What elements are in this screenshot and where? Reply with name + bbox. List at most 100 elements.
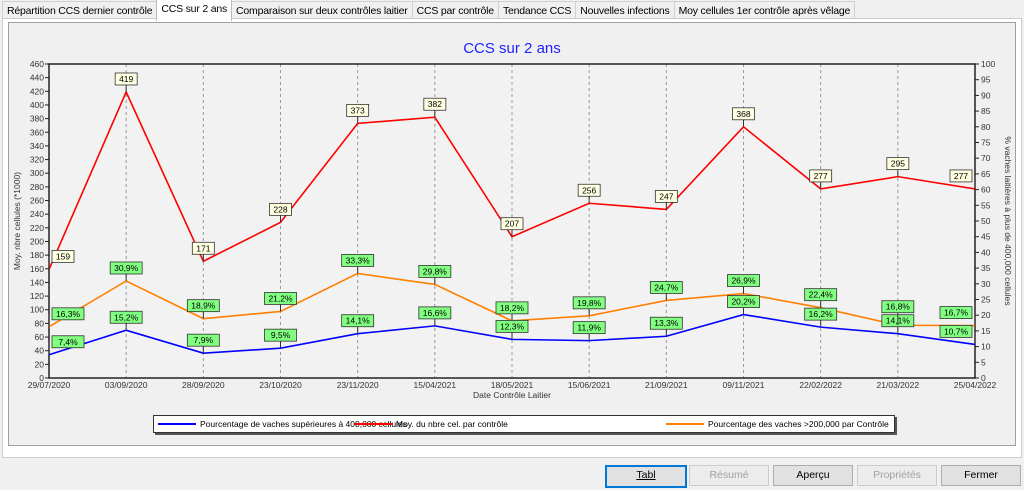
legend-label: Pourcentage des vaches >200,000 par Cont… [708,419,889,429]
data-label-box [186,299,220,313]
legend-label: Moy. du nbre cel. par contrôle [396,419,508,429]
data-label: 18,2% [500,303,525,313]
data-label: 18,9% [191,301,216,311]
y2-tick-label: 35 [981,263,991,273]
legend-item-red: Moy. du nbre cel. par contrôle [354,419,508,429]
tabl-button[interactable]: Tabl [605,465,687,488]
y2-tick-label: 100 [981,59,995,69]
data-label: 21,2% [268,293,293,303]
data-label-box [418,265,452,278]
y2-tick-label: 25 [981,295,991,305]
data-label: 20,2% [731,297,756,307]
data-label: 419 [119,74,133,84]
data-label: 11,9% [577,323,601,333]
tab-6[interactable]: Moy cellules 1er contrôle après vêlage [673,1,856,20]
y2-tick-label: 50 [981,216,991,226]
y-tick-label: 200 [30,236,44,246]
y2-tick-label: 85 [981,106,991,116]
y-tick-label: 100 [30,305,44,315]
y2-tick-label: 90 [981,90,991,100]
y-tick-label: 420 [30,86,44,96]
data-label: 16,6% [423,308,448,318]
y2-tick-label: 60 [981,185,991,195]
y-tick-label: 380 [30,114,44,124]
data-label: 171 [196,243,210,253]
x-tick-label: 15/04/2021 [414,380,457,390]
x-tick-label: 21/09/2021 [645,380,688,390]
data-label-box [186,333,220,347]
data-label: 14,1% [346,316,371,326]
y2-tick-label: 55 [981,200,991,210]
data-label-box [649,281,683,294]
data-label-box [346,103,370,117]
data-label-box [649,316,683,330]
y2-tick-label: 10 [981,342,991,352]
data-label: 22,4% [809,290,834,300]
y-tick-label: 300 [30,168,44,178]
legend-swatch [158,423,196,425]
data-label: 9,5% [271,330,291,340]
data-label-box [114,72,138,86]
data-label: 15,2% [114,312,139,322]
x-tick-label: 03/09/2020 [105,380,148,390]
data-label: 277 [814,171,828,181]
data-label: 373 [351,105,365,115]
x-tick-label: 09/11/2021 [723,380,765,390]
data-label: 247 [659,191,673,201]
tab-3[interactable]: CCS par contrôle [411,1,499,20]
fermer-button[interactable]: Fermer [941,465,1021,486]
data-label: 159 [56,251,70,261]
data-label-box [572,321,606,335]
data-label-box [341,254,375,267]
y-tick-label: 180 [30,250,44,260]
data-label: 295 [891,159,905,169]
x-tick-label: 18/05/2021 [491,380,534,390]
resume-button[interactable]: Résumé [689,465,769,486]
legend-item-orange: Pourcentage des vaches >200,000 par Cont… [666,419,889,429]
data-label-box [423,97,447,111]
tab-5[interactable]: Nouvelles infections [575,1,675,20]
y-tick-label: 140 [30,277,44,287]
data-label-box [732,107,755,121]
y2-tick-label: 80 [981,122,991,132]
y-tick-label: 20 [35,359,45,369]
y2-tick-label: 70 [981,153,991,163]
tab-0[interactable]: Répartition CCS dernier contrôle [2,1,158,20]
tabl-label: Tabl [636,469,656,481]
y-tick-label: 260 [30,196,44,206]
y-tick-label: 460 [30,59,44,69]
y2-tick-label: 65 [981,169,991,179]
data-label-box [949,169,973,183]
data-label-box [500,217,524,231]
tab-1[interactable]: CCS sur 2 ans [156,0,233,21]
y2-tick-label: 45 [981,232,991,242]
data-label-box [264,292,297,305]
y-tick-label: 60 [35,332,45,342]
data-label-box [572,296,606,310]
data-label: 33,3% [346,255,371,265]
y2-axis-label: % vaches laitières à plus de 400,000 cel… [1003,136,1013,305]
data-label: 7,9% [194,335,214,345]
y2-tick-label: 95 [981,75,991,85]
apercu-button[interactable]: Aperçu [773,465,853,486]
y-tick-label: 220 [30,223,44,233]
y2-tick-label: 0 [981,373,986,383]
data-label-box [495,301,529,315]
tab-2[interactable]: Comparaison sur deux contrôles laitier [231,1,413,20]
data-label-box [654,189,678,203]
y-tick-label: 120 [30,291,44,301]
data-label: 12,3% [500,321,525,331]
data-label: 207 [505,219,519,229]
tab-bar: Répartition CCS dernier contrôle CCS sur … [2,0,856,21]
data-label-box [341,314,375,328]
x-axis-label: Date Contrôle Laitier [473,390,551,400]
data-label-box [809,169,833,183]
data-label: 13,3% [654,318,679,328]
chart-legend: Pourcentage de vaches supérieures à 400,… [153,415,895,433]
proprietes-button[interactable]: Propriétés [857,465,937,486]
data-label-box [109,261,143,275]
y-tick-label: 0 [39,373,44,383]
tab-4[interactable]: Tendance CCS [497,1,577,20]
x-tick-label: 25/04/2022 [954,380,997,390]
y-tick-label: 340 [30,141,44,151]
